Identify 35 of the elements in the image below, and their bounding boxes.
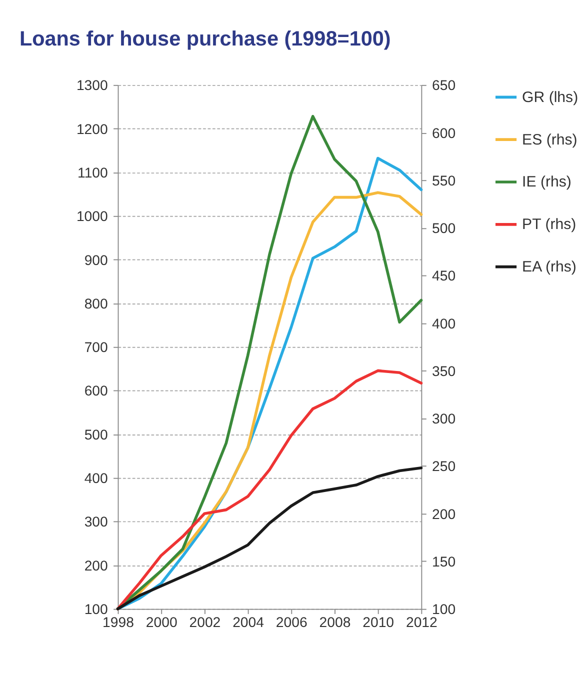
y2-tick-label: 200 (432, 506, 456, 522)
y-tick-label: 700 (84, 339, 108, 356)
y-tick-label: 1200 (76, 120, 108, 137)
chart-title: Loans for house purchase (1998=100) (19, 27, 391, 50)
y2-tick-label: 250 (432, 458, 456, 474)
legend-label: ES (rhs) (522, 131, 578, 148)
x-tick-label: 2002 (189, 614, 221, 630)
legend-label: IE (rhs) (522, 174, 572, 191)
y2-tick-label: 150 (432, 553, 456, 570)
y-tick-label: 600 (84, 382, 108, 399)
x-tick-label: 2010 (362, 614, 394, 630)
legend-label: GR (lhs) (522, 88, 578, 106)
x-tick-label: 2004 (232, 614, 264, 630)
x-tick-label: 2008 (319, 614, 351, 630)
y-tick-label: 300 (84, 514, 108, 530)
y2-tick-label: 600 (432, 124, 456, 141)
x-tick-label: 2000 (146, 614, 178, 630)
y2-tick-label: 450 (432, 268, 456, 284)
y2-tick-label: 550 (432, 172, 456, 188)
y2-tick-label: 350 (432, 362, 456, 379)
y-tick-label: 800 (84, 295, 108, 312)
y-tick-label: 900 (84, 252, 108, 268)
y-tick-label: 1000 (76, 208, 108, 224)
legend-label: EA (rhs) (522, 258, 576, 276)
y2-tick-label: 650 (432, 77, 456, 94)
y-tick-label: 1300 (76, 77, 108, 94)
y-tick-label: 200 (84, 557, 108, 574)
y-tick-label: 1100 (78, 164, 108, 180)
y-tick-label: 400 (84, 470, 108, 486)
x-tick-label: 2006 (276, 614, 308, 630)
legend-label: PT (rhs) (522, 216, 576, 234)
y2-tick-label: 300 (432, 410, 456, 427)
y-tick-label: 500 (84, 426, 108, 442)
y2-tick-label: 400 (432, 315, 456, 332)
y2-tick-label: 500 (432, 220, 456, 236)
